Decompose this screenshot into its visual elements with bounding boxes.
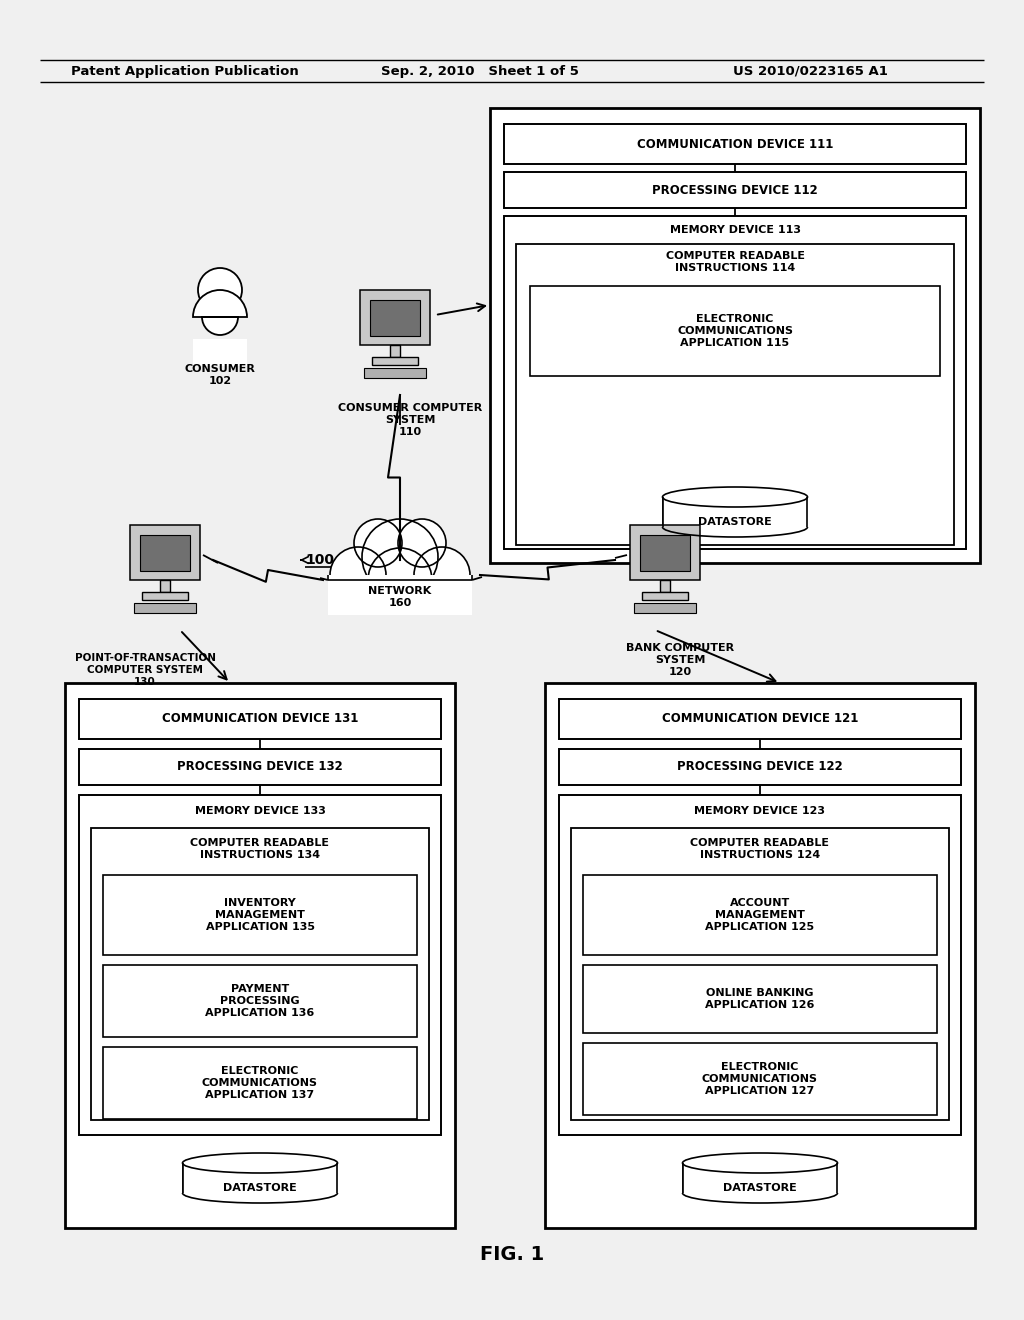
Text: ONLINE BANKING
APPLICATION 126: ONLINE BANKING APPLICATION 126	[706, 989, 815, 1010]
Text: PROCESSING DEVICE 132: PROCESSING DEVICE 132	[177, 760, 343, 774]
Circle shape	[362, 519, 438, 595]
Bar	[660, 579, 670, 591]
Bar	[134, 603, 196, 612]
Text: MEMORY DEVICE 123: MEMORY DEVICE 123	[694, 807, 825, 816]
Bar	[79, 748, 441, 785]
Text: MEMORY DEVICE 133: MEMORY DEVICE 133	[195, 807, 326, 816]
Bar	[504, 172, 966, 209]
Bar	[516, 244, 954, 545]
Text: ELECTRONIC
COMMUNICATIONS
APPLICATION 127: ELECTRONIC COMMUNICATIONS APPLICATION 12…	[702, 1063, 818, 1096]
Ellipse shape	[683, 1152, 838, 1173]
Bar	[490, 108, 980, 564]
Bar	[663, 498, 808, 527]
Bar	[370, 300, 420, 337]
Text: Sep. 2, 2010   Sheet 1 of 5: Sep. 2, 2010 Sheet 1 of 5	[381, 65, 579, 78]
Bar	[634, 603, 696, 612]
Circle shape	[368, 548, 432, 612]
Text: FIG. 1: FIG. 1	[480, 1246, 544, 1265]
Text: Patent Application Publication: Patent Application Publication	[71, 65, 299, 78]
Circle shape	[330, 546, 386, 603]
Text: COMPUTER READABLE
INSTRUCTIONS 124: COMPUTER READABLE INSTRUCTIONS 124	[690, 838, 829, 859]
Text: PAYMENT
PROCESSING
APPLICATION 136: PAYMENT PROCESSING APPLICATION 136	[206, 985, 314, 1018]
Bar	[103, 1047, 417, 1119]
Text: POINT-OF-TRANSACTION
COMPUTER SYSTEM
130: POINT-OF-TRANSACTION COMPUTER SYSTEM 130	[75, 653, 215, 686]
Text: ELECTRONIC
COMMUNICATIONS
APPLICATION 115: ELECTRONIC COMMUNICATIONS APPLICATION 11…	[677, 314, 793, 347]
Bar	[683, 1163, 838, 1193]
Bar	[160, 579, 170, 591]
Bar	[504, 124, 966, 164]
Bar	[559, 748, 961, 785]
Bar	[140, 535, 190, 572]
Bar	[583, 875, 937, 954]
Bar	[372, 356, 418, 366]
Ellipse shape	[182, 1152, 338, 1173]
Wedge shape	[193, 290, 247, 335]
Text: CONSUMER
102: CONSUMER 102	[184, 364, 255, 385]
Bar	[559, 795, 961, 1135]
Text: MEMORY DEVICE 113: MEMORY DEVICE 113	[670, 224, 801, 235]
Bar	[79, 795, 441, 1135]
Text: INVENTORY
MANAGEMENT
APPLICATION 135: INVENTORY MANAGEMENT APPLICATION 135	[206, 899, 314, 932]
Bar	[103, 965, 417, 1038]
Bar	[193, 339, 247, 366]
Text: PROCESSING DEVICE 122: PROCESSING DEVICE 122	[677, 760, 843, 774]
Bar	[390, 345, 400, 356]
Bar	[360, 290, 430, 345]
Bar	[642, 591, 688, 601]
Text: BANK COMPUTER
SYSTEM
120: BANK COMPUTER SYSTEM 120	[626, 643, 734, 677]
Bar	[583, 965, 937, 1034]
Text: CONSUMER COMPUTER
SYSTEM
110: CONSUMER COMPUTER SYSTEM 110	[338, 404, 482, 437]
Circle shape	[414, 546, 470, 603]
Text: ELECTRONIC
COMMUNICATIONS
APPLICATION 137: ELECTRONIC COMMUNICATIONS APPLICATION 13…	[202, 1067, 318, 1100]
Bar	[545, 682, 975, 1228]
Text: COMMUNICATION DEVICE 111: COMMUNICATION DEVICE 111	[637, 137, 834, 150]
Text: DATASTORE: DATASTORE	[723, 1183, 797, 1193]
Bar	[65, 682, 455, 1228]
Bar	[142, 591, 188, 601]
Circle shape	[198, 268, 242, 312]
Circle shape	[398, 519, 446, 568]
Bar	[583, 1043, 937, 1115]
Text: NETWORK
160: NETWORK 160	[369, 586, 432, 607]
Bar	[640, 535, 690, 572]
Bar	[364, 368, 426, 378]
Text: US 2010/0223165 A1: US 2010/0223165 A1	[732, 65, 888, 78]
Bar	[130, 525, 200, 579]
Bar	[630, 525, 700, 579]
Text: DATASTORE: DATASTORE	[698, 517, 772, 527]
Bar	[559, 700, 961, 739]
Text: COMPUTER READABLE
INSTRUCTIONS 114: COMPUTER READABLE INSTRUCTIONS 114	[666, 251, 805, 273]
Bar	[571, 828, 949, 1119]
Bar	[530, 286, 940, 376]
Text: COMPUTER READABLE
INSTRUCTIONS 134: COMPUTER READABLE INSTRUCTIONS 134	[190, 838, 330, 859]
Bar	[79, 700, 441, 739]
Text: COMMUNICATION DEVICE 131: COMMUNICATION DEVICE 131	[162, 713, 358, 726]
Ellipse shape	[663, 487, 808, 507]
Text: PROCESSING DEVICE 112: PROCESSING DEVICE 112	[652, 183, 818, 197]
Bar	[103, 875, 417, 954]
Bar	[504, 216, 966, 549]
Text: ACCOUNT
MANAGEMENT
APPLICATION 125: ACCOUNT MANAGEMENT APPLICATION 125	[706, 899, 814, 932]
Bar	[328, 576, 472, 615]
Bar	[183, 1163, 338, 1193]
Text: 100: 100	[305, 553, 334, 568]
Circle shape	[354, 519, 402, 568]
Text: COMMUNICATION DEVICE 121: COMMUNICATION DEVICE 121	[662, 713, 858, 726]
Bar	[91, 828, 429, 1119]
Text: DATASTORE: DATASTORE	[223, 1183, 297, 1193]
